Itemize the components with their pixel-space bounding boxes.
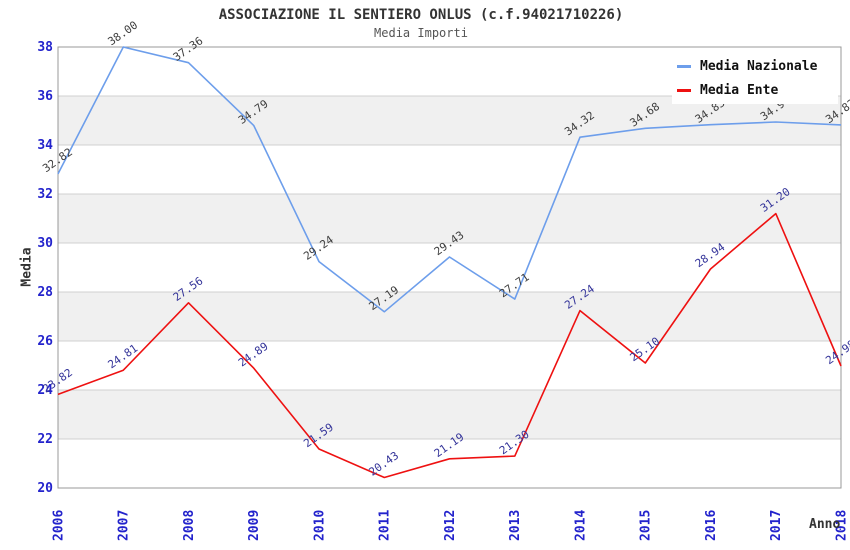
legend-item-media-ente: Media Ente [677,83,838,98]
y-tick-label: 28 [37,285,53,300]
y-tick-label: 38 [37,40,53,55]
plot-border [57,46,842,489]
x-tick-label: 2009 [247,510,262,541]
y-axis-title: Media [19,247,35,287]
y-tick-label: 20 [37,481,53,496]
legend-item-media-nazionale: Media Nazionale [677,59,838,74]
chart-title: ASSOCIAZIONE IL SENTIERO ONLUS (c.f.9402… [218,7,624,23]
legend-line-swatch-blue [677,64,691,68]
x-tick-label: 2014 [573,510,588,541]
x-tick-label: 2018 [834,510,849,541]
value-label: 24.98 [823,338,850,368]
y-tick-label: 30 [37,236,53,251]
x-tick-label: 2007 [117,510,132,541]
y-tick-label: 32 [37,187,53,202]
x-tick-label: 2016 [704,510,719,541]
chart-subtitle: Media Importi [374,26,468,40]
x-tick-label: 2015 [639,510,654,541]
plot-band [58,96,841,145]
y-tick-label: 22 [37,432,53,447]
y-tick-label: 34 [37,138,53,153]
x-tick-label: 2011 [378,510,393,541]
series-line-media-nazionale [57,46,842,313]
x-axis-title: Anno [809,517,841,532]
legend-line-swatch-red [677,88,691,92]
plot-band [58,390,841,439]
y-tick-label: 24 [37,383,53,398]
value-label: 24.89 [236,340,271,370]
x-tick-label: 2010 [312,510,327,541]
x-tick-label: 2013 [508,510,523,541]
y-tick-label: 36 [37,89,53,104]
x-tick-label: 2006 [51,510,66,541]
y-tick-label: 26 [37,334,53,349]
x-tick-label: 2012 [443,510,458,541]
x-tick-label: 2017 [769,510,784,541]
legend-label: Media Nazionale [700,58,818,74]
legend: Media Nazionale Media Ente [672,52,838,104]
plot-band [58,194,841,243]
value-label: 24.81 [106,342,141,372]
value-label: 28.94 [693,240,728,270]
x-tick-label: 2008 [182,510,197,541]
legend-label: Media Ente [700,82,779,98]
series-line-media-ente [57,212,842,479]
plot-band [58,292,841,341]
